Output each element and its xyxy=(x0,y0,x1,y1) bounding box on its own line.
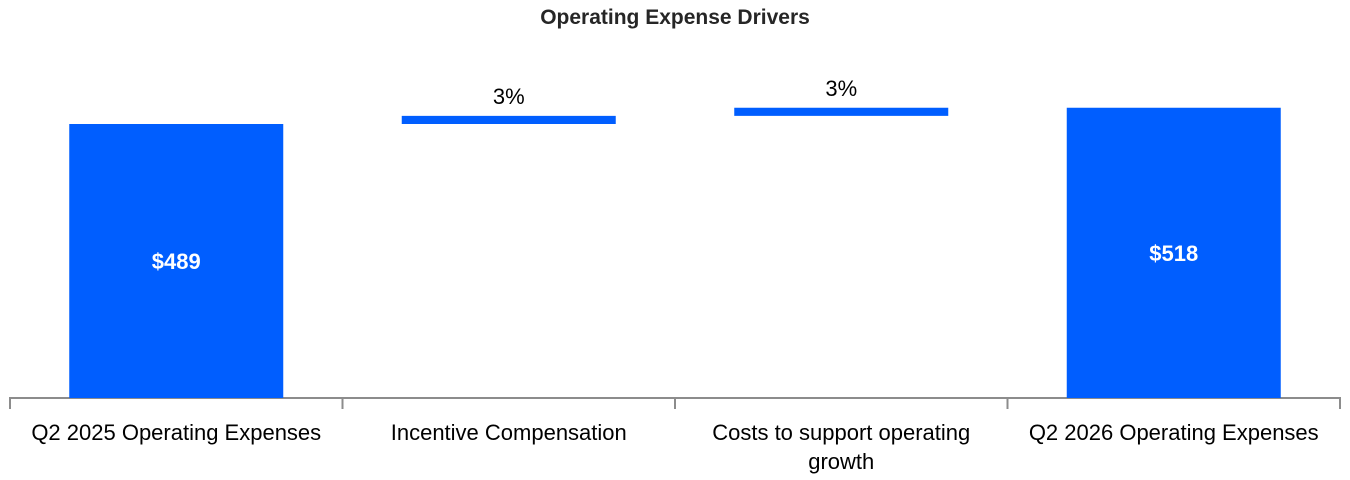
x-tick-label-q2-2025-operating-expenses: Q2 2025 Operating Expenses xyxy=(31,420,322,445)
x-tick-label-incentive-compensation: Incentive Compensation xyxy=(390,420,627,445)
bar-q2-2025-operating-expenses xyxy=(69,124,284,398)
data-label-costs-to-support-operating-growth: 3% xyxy=(825,76,857,101)
x-tick-label-costs-to-support-operating-growth: Costs to support operating growth xyxy=(712,420,971,474)
bar-q2-2026-operating-expenses xyxy=(1066,107,1281,398)
bar-costs-to-support-operating-growth xyxy=(734,107,949,116)
bar-incentive-compensation xyxy=(401,115,616,124)
data-label-q2-2026-operating-expenses: $518 xyxy=(1149,241,1198,266)
x-tick-label-q2-2026-operating-expenses: Q2 2026 Operating Expenses xyxy=(1028,420,1319,445)
data-label-incentive-compensation: 3% xyxy=(493,84,525,109)
chart-title: Operating Expense Drivers xyxy=(540,6,810,29)
data-label-q2-2025-operating-expenses: $489 xyxy=(152,249,201,274)
